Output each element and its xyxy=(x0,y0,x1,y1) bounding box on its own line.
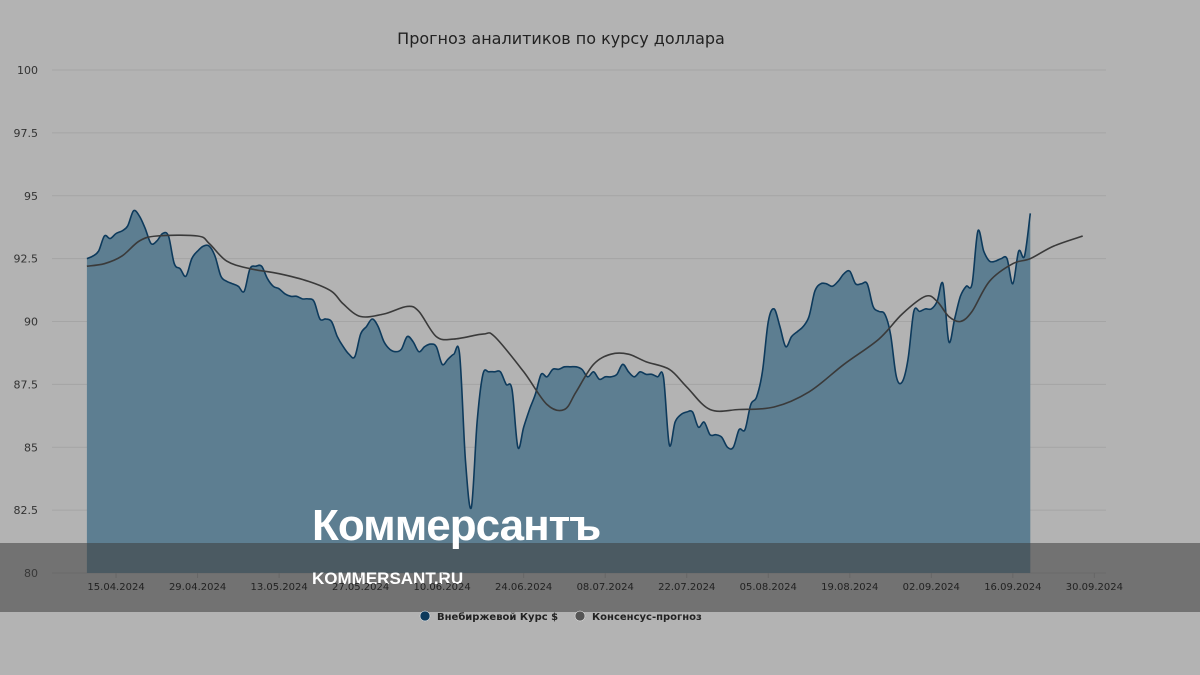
y-tick-label: 85 xyxy=(24,441,38,454)
y-tick-label: 87.5 xyxy=(14,378,39,391)
watermark-band xyxy=(0,543,1200,612)
y-tick-label: 97.5 xyxy=(14,127,39,140)
chart-title: Прогноз аналитиков по курсу доллара xyxy=(397,29,725,48)
x-tick-label: 22.07.2024 xyxy=(658,582,715,593)
legend: Внебиржевой Курс $ Консенсус-прогноз xyxy=(419,610,702,623)
x-tick-label: 29.04.2024 xyxy=(169,582,226,593)
y-tick-label: 90 xyxy=(24,316,38,329)
x-tick-label: 10.06.2024 xyxy=(414,582,471,593)
legend-label-rate: Внебиржевой Курс $ xyxy=(437,611,558,623)
x-tick-label: 27.05.2024 xyxy=(332,582,389,593)
x-tick-label: 02.09.2024 xyxy=(903,582,960,593)
x-tick-label: 05.08.2024 xyxy=(740,582,797,593)
series-rate-area xyxy=(86,210,1031,574)
x-tick-label: 15.04.2024 xyxy=(87,582,144,593)
x-tick-label: 30.09.2024 xyxy=(1066,582,1123,593)
legend-marker-consensus xyxy=(574,610,586,622)
plot-area xyxy=(86,209,1083,574)
legend-label-consensus: Консенсус-прогноз xyxy=(592,612,702,623)
x-tick-label: 19.08.2024 xyxy=(821,582,878,593)
y-tick-label: 92.5 xyxy=(14,253,39,266)
y-tick-label: 95 xyxy=(24,190,38,203)
legend-item-rate[interactable]: Внебиржевой Курс $ xyxy=(419,610,558,623)
x-axis: 15.04.2024 29.04.2024 13.05.2024 27.05.2024… xyxy=(87,573,1123,593)
legend-item-consensus[interactable]: Консенсус-прогноз xyxy=(574,610,702,623)
x-tick-label: 08.07.2024 xyxy=(577,582,634,593)
x-tick-label: 16.09.2024 xyxy=(984,582,1041,593)
y-tick-label: 100 xyxy=(17,64,38,77)
series-consensus-line xyxy=(86,234,1083,413)
legend-marker-rate xyxy=(419,610,431,622)
x-tick-label: 13.05.2024 xyxy=(250,582,307,593)
x-tick-label: 24.06.2024 xyxy=(495,582,552,593)
watermark-brand: Коммерсантъ xyxy=(312,501,600,550)
watermark-overlay: Коммерсантъ KOMMERSANT.RU xyxy=(0,501,1200,612)
y-tick-label: 82.5 xyxy=(14,504,39,517)
series-rate-line xyxy=(86,209,1032,510)
watermark-url: KOMMERSANT.RU xyxy=(312,569,463,588)
